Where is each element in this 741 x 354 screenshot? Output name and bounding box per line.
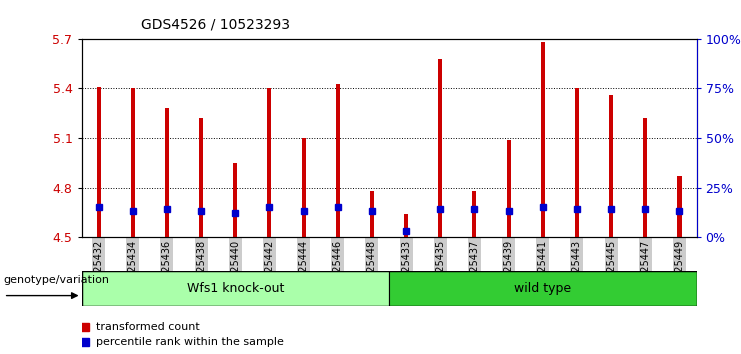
Bar xyxy=(370,191,374,237)
Bar xyxy=(609,95,613,237)
Bar xyxy=(130,88,135,237)
Text: wild type: wild type xyxy=(514,282,571,295)
Bar xyxy=(268,88,271,237)
Bar xyxy=(199,118,203,237)
FancyBboxPatch shape xyxy=(389,271,697,306)
Text: Wfs1 knock-out: Wfs1 knock-out xyxy=(187,282,284,295)
Bar xyxy=(438,59,442,237)
Bar xyxy=(643,118,648,237)
Text: genotype/variation: genotype/variation xyxy=(4,275,110,285)
Bar xyxy=(165,108,169,237)
Bar xyxy=(404,214,408,237)
Bar xyxy=(96,87,101,237)
Bar xyxy=(233,163,237,237)
Bar xyxy=(473,191,476,237)
Bar xyxy=(302,138,305,237)
Text: transformed count: transformed count xyxy=(96,321,200,332)
Bar xyxy=(575,88,579,237)
Text: percentile rank within the sample: percentile rank within the sample xyxy=(96,337,285,348)
Bar xyxy=(541,42,545,237)
Bar xyxy=(336,84,340,237)
FancyBboxPatch shape xyxy=(82,271,389,306)
Bar xyxy=(677,176,682,237)
Text: GDS4526 / 10523293: GDS4526 / 10523293 xyxy=(141,18,290,32)
Bar xyxy=(507,140,511,237)
